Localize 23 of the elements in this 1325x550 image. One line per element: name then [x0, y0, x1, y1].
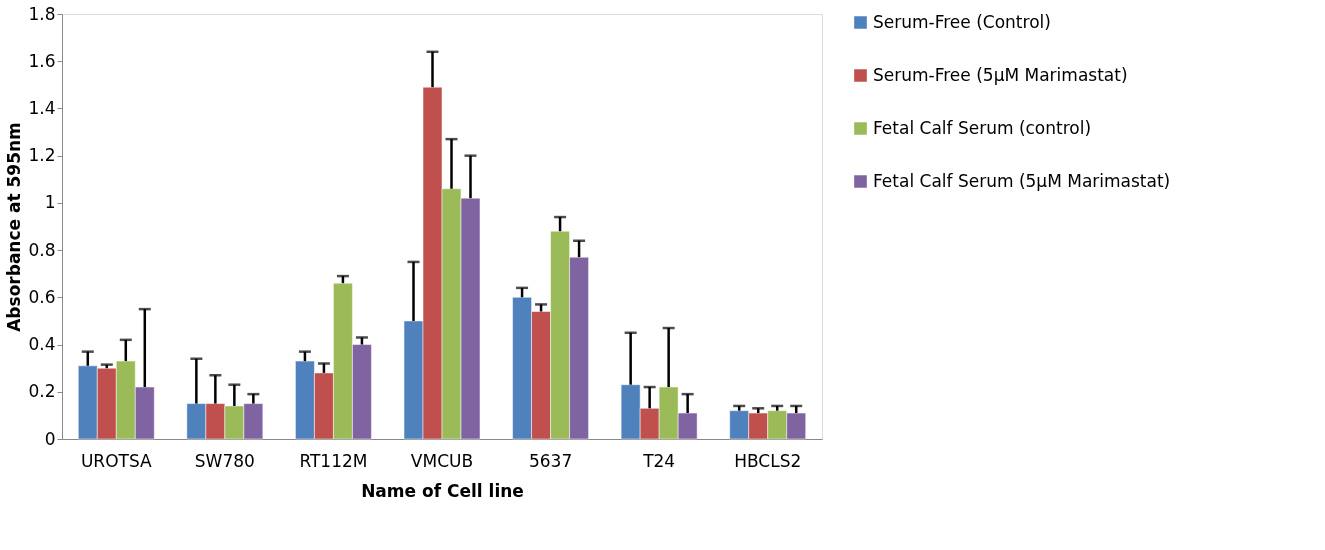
y-tick-label: 0.4 [28, 334, 56, 355]
y-tick-label: 1.6 [28, 50, 56, 71]
y-tick-label: 0.6 [28, 286, 56, 307]
y-tick-label: 1 [44, 192, 56, 213]
legend-label: Serum-Free (5μM Marimastat) [873, 64, 1128, 85]
legend-label: Serum-Free (Control) [873, 11, 1051, 32]
x-tick-label: UROTSA [80, 450, 153, 471]
legend-label: Fetal Calf Serum (5μM Marimastat) [873, 170, 1171, 191]
x-tick-label: HBCLS2 [734, 450, 802, 471]
y-tick-label: 0.2 [28, 381, 56, 402]
x-tick-label: VMCUB [410, 450, 474, 471]
x-tick-label: SW780 [194, 450, 255, 471]
x-tick-label: T24 [642, 450, 676, 471]
y-axis-title: Absorbance at 595nm [4, 122, 25, 332]
legend-label: Fetal Calf Serum (control) [873, 117, 1092, 138]
y-tick-label: 0 [44, 428, 56, 449]
y-tick-label: 1.8 [28, 3, 56, 24]
x-tick-label: 5637 [528, 450, 573, 471]
x-axis-title: Name of Cell line [361, 480, 524, 501]
y-tick-label: 0.8 [28, 239, 56, 260]
y-tick-label: 1.4 [28, 97, 56, 118]
y-tick-label: 1.2 [28, 145, 56, 166]
x-tick-label: RT112M [299, 450, 368, 471]
